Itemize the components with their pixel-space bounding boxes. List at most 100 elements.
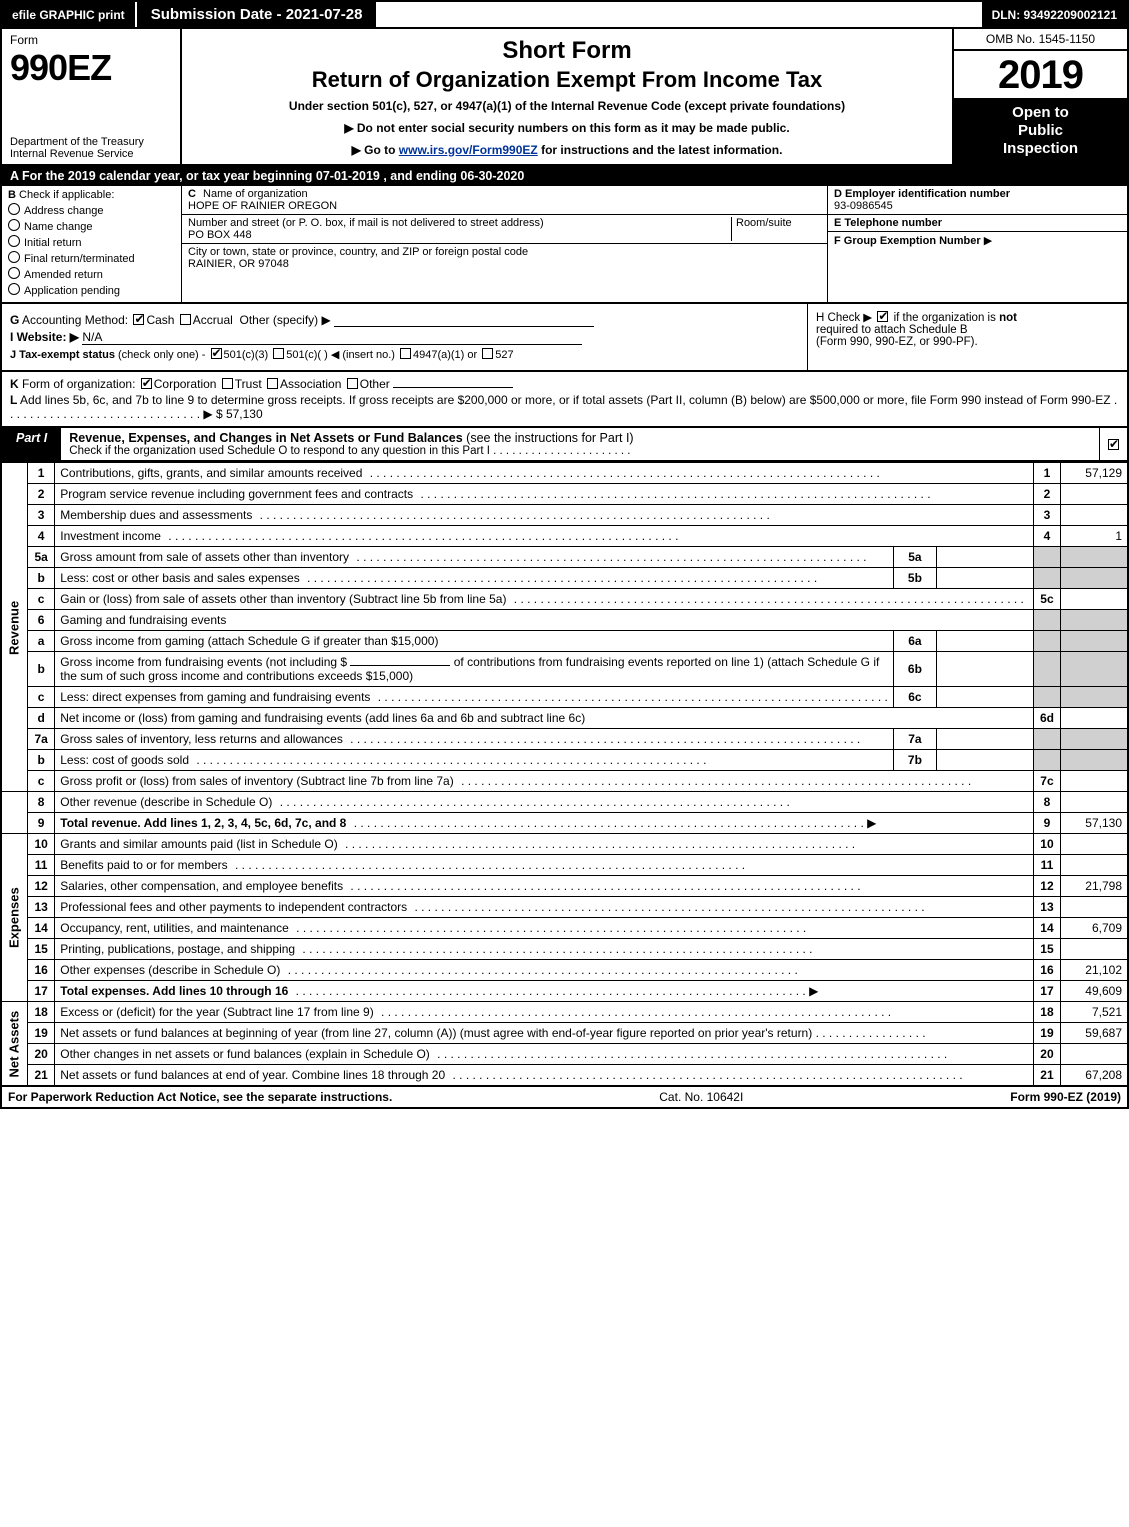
chk-501c[interactable] (273, 348, 284, 359)
header-mid: Short Form Return of Organization Exempt… (182, 29, 952, 164)
d-6b-1: Gross income from fundraising events (no… (60, 655, 347, 669)
amt-12: 21,798 (1061, 876, 1128, 897)
k-form-of-org-label: Form of organization: (22, 377, 135, 391)
table-row: d Net income or (loss) from gaming and f… (1, 708, 1128, 729)
d-15: Printing, publications, postage, and shi… (60, 942, 299, 956)
nc-5b (1033, 568, 1061, 589)
ln-14: 14 (28, 918, 55, 939)
amt-1: 57,129 (1061, 463, 1128, 484)
e-phone-label: E Telephone number (834, 217, 942, 229)
table-row: 7a Gross sales of inventory, less return… (1, 729, 1128, 750)
part-i-schedule-o-checkbox[interactable] (1099, 428, 1127, 460)
title-return: Return of Organization Exempt From Incom… (194, 67, 940, 93)
ln-7c: c (28, 771, 55, 792)
chk-other-org[interactable] (347, 378, 358, 389)
sv-7b (937, 750, 1034, 771)
chk-527[interactable] (482, 348, 493, 359)
chk-final-return[interactable]: Final return/terminated (8, 251, 175, 265)
sv-5a (937, 547, 1034, 568)
chk-cash[interactable] (133, 314, 144, 325)
chk-trust[interactable] (222, 378, 233, 389)
chk-address-change[interactable]: Address change (8, 203, 175, 217)
chk-schedule-b-not-required[interactable] (877, 311, 888, 322)
nc-10: 10 (1033, 834, 1061, 855)
nc-7b (1033, 750, 1061, 771)
submission-date: Submission Date - 2021-07-28 (137, 2, 377, 27)
table-row: b Less: cost or other basis and sales ex… (1, 568, 1128, 589)
part-i-title: Revenue, Expenses, and Changes in Net As… (61, 428, 1099, 460)
nc-6d: 6d (1033, 708, 1061, 729)
chk-association[interactable] (267, 378, 278, 389)
chk-amended-return[interactable]: Amended return (8, 267, 175, 281)
goto-pre: ▶ Go to (352, 143, 399, 157)
open-public-inspection: Open to Public Inspection (954, 98, 1127, 164)
table-row: 2 Program service revenue including gove… (1, 484, 1128, 505)
ln-6d: d (28, 708, 55, 729)
j-527-label: 527 (495, 349, 513, 361)
nc-3: 3 (1033, 505, 1061, 526)
table-row: Net Assets 18 Excess or (deficit) for th… (1, 1002, 1128, 1023)
amt-6 (1061, 610, 1128, 631)
amt-2 (1061, 484, 1128, 505)
l-gross-receipts-text: Add lines 5b, 6c, and 7b to line 9 to de… (20, 393, 1111, 407)
sb-5b: 5b (893, 568, 936, 589)
footer-form-word: Form (1010, 1090, 1043, 1104)
irs-link[interactable]: www.irs.gov/Form990EZ (399, 143, 538, 157)
efile-print-button[interactable]: efile GRAPHIC print (2, 2, 137, 27)
ln-7a: 7a (28, 729, 55, 750)
dept-irs: Internal Revenue Service (10, 148, 172, 160)
chk-application-pending[interactable]: Application pending (8, 283, 175, 297)
side-net-assets: Net Assets (1, 1002, 28, 1087)
f-arrow: ▶ (984, 235, 992, 247)
ghij-block: G Accounting Method: Cash Accrual Other … (0, 304, 1129, 372)
j-501c-label: 501(c)( ) ◀ (insert no.) (286, 349, 395, 361)
part-i-tab: Part I (2, 428, 61, 460)
6b-contrib-input[interactable] (350, 665, 450, 666)
d-1: Contributions, gifts, grants, and simila… (60, 466, 366, 480)
table-row: c Less: direct expenses from gaming and … (1, 687, 1128, 708)
table-row: 5a Gross amount from sale of assets othe… (1, 547, 1128, 568)
amt-5b (1061, 568, 1128, 589)
g-letter: G (10, 313, 19, 327)
g-other-input[interactable] (334, 326, 594, 327)
c-letter: C (188, 188, 196, 200)
chk-initial-return[interactable]: Initial return (8, 235, 175, 249)
h-letter: H (816, 312, 824, 324)
form-header: Form 990EZ Department of the Treasury In… (0, 29, 1129, 166)
addr-label: Number and street (or P. O. box, if mail… (188, 217, 544, 229)
g-accounting-label: Accounting Method: (22, 313, 128, 327)
amt-5c (1061, 589, 1128, 610)
amt-20 (1061, 1044, 1128, 1065)
nc-16: 16 (1033, 960, 1061, 981)
h-check-arrow: Check ▶ (828, 312, 873, 324)
g-accrual-label: Accrual (193, 313, 233, 327)
ln-5c: c (28, 589, 55, 610)
chk-accrual[interactable] (180, 314, 191, 325)
d-6a: Gross income from gaming (attach Schedul… (60, 634, 442, 648)
chk-4947[interactable] (400, 348, 411, 359)
table-row: b Gross income from fundraising events (… (1, 652, 1128, 687)
amt-4: 1 (1061, 526, 1128, 547)
ein-value: 93-0986545 (834, 200, 893, 212)
part-i-title-main: Revenue, Expenses, and Changes in Net As… (69, 431, 462, 445)
h-text3: required to attach Schedule B (816, 324, 968, 336)
c-name-label: Name of organization (203, 188, 308, 200)
ln-4: 4 (28, 526, 55, 547)
chk-name-change[interactable]: Name change (8, 219, 175, 233)
amt-7a (1061, 729, 1128, 750)
table-row: 3 Membership dues and assessments 3 (1, 505, 1128, 526)
ln-19: 19 (28, 1023, 55, 1044)
chk-corporation[interactable] (141, 378, 152, 389)
d-12: Salaries, other compensation, and employ… (60, 879, 347, 893)
d-5a: Gross amount from sale of assets other t… (60, 550, 353, 564)
amt-3 (1061, 505, 1128, 526)
sv-7a (937, 729, 1034, 750)
d-17: Total expenses. Add lines 10 through 16 (60, 984, 288, 998)
k-other-input[interactable] (393, 387, 513, 388)
chk-501c3[interactable] (211, 348, 222, 359)
part-i-subtitle: Check if the organization used Schedule … (69, 445, 490, 457)
k-assoc-label: Association (280, 377, 341, 391)
kl-block: K Form of organization: Corporation Trus… (0, 372, 1129, 428)
open-line2: Public (958, 122, 1123, 140)
ln-20: 20 (28, 1044, 55, 1065)
